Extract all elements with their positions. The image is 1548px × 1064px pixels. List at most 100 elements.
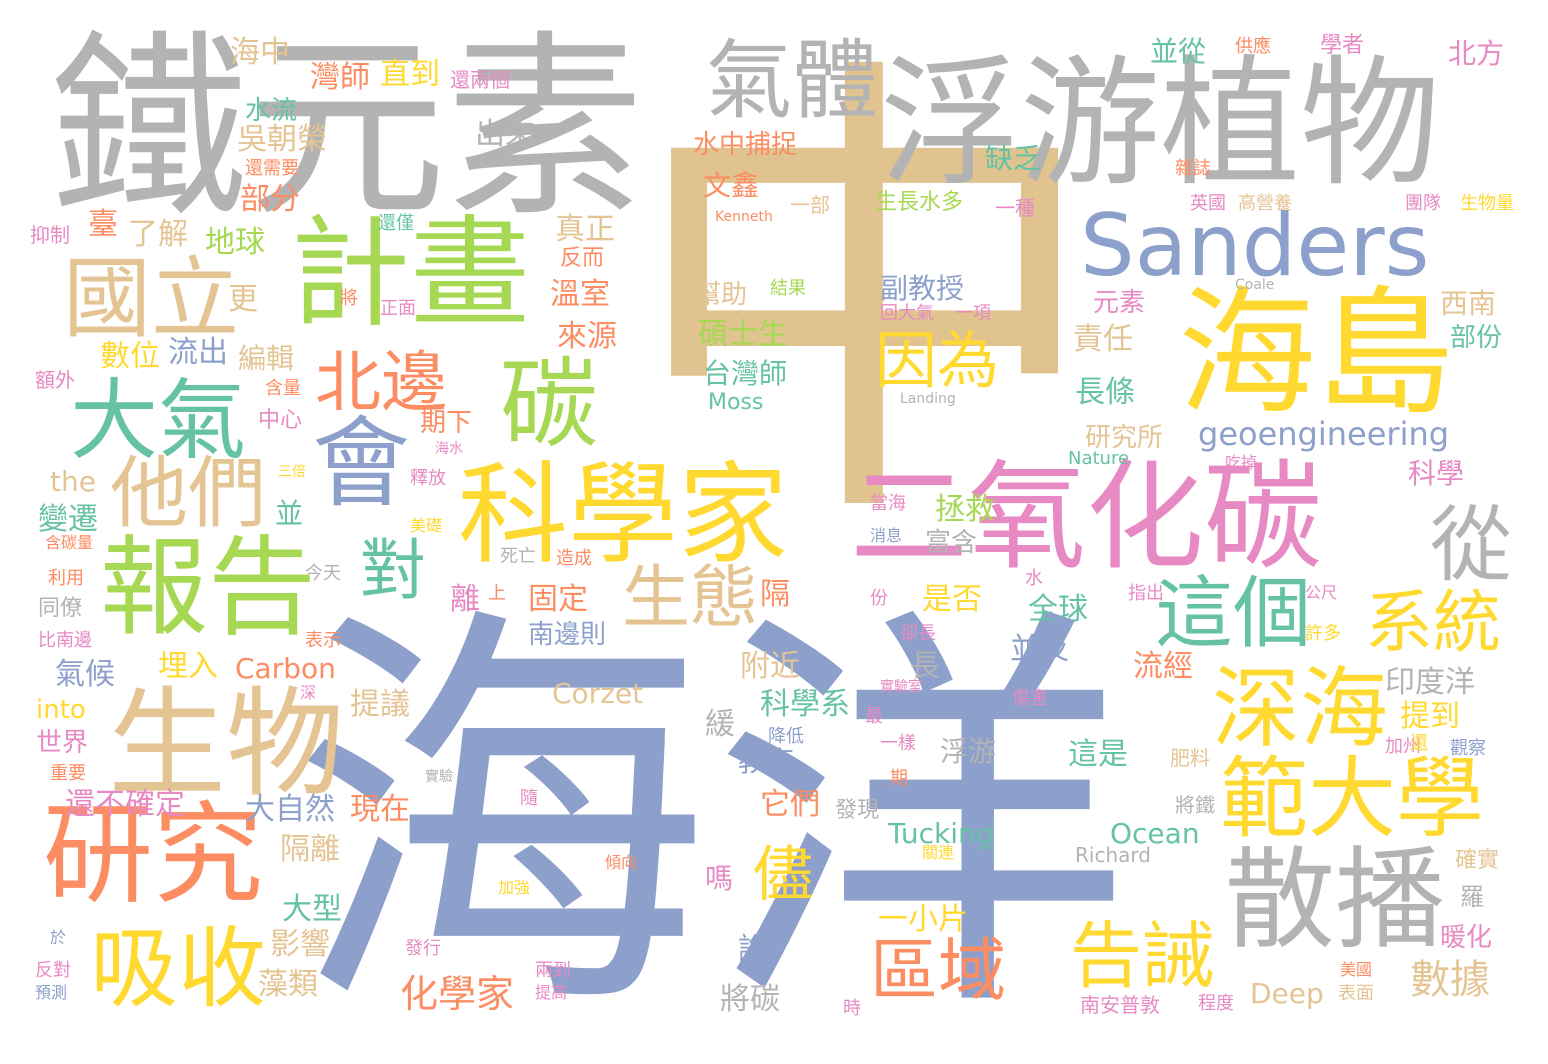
word: 吃掉 bbox=[1225, 453, 1258, 472]
word: 氣候 bbox=[55, 657, 115, 692]
word: 關連 bbox=[922, 843, 955, 862]
word: 還僅 bbox=[378, 213, 414, 234]
word: 額外 bbox=[35, 368, 75, 392]
word: 灣師 bbox=[310, 60, 370, 95]
word: Deep bbox=[1250, 977, 1324, 1010]
word: 固定 bbox=[528, 582, 588, 617]
word: 部份 bbox=[1450, 323, 1503, 353]
word: 含量 bbox=[265, 378, 301, 399]
word: 肥料 bbox=[1170, 746, 1210, 770]
word: 會 bbox=[312, 407, 411, 521]
word: 公尺 bbox=[1305, 583, 1338, 602]
word: 生長水多 bbox=[875, 190, 964, 215]
word: 碳 bbox=[500, 348, 599, 462]
word: 水流 bbox=[245, 96, 298, 126]
word: Landing bbox=[900, 391, 956, 407]
word: 團隊 bbox=[1405, 193, 1441, 214]
word: 暖化 bbox=[1440, 923, 1493, 953]
word: 雜誌 bbox=[1175, 158, 1211, 179]
word: 隔 bbox=[760, 577, 790, 612]
word: 大型 bbox=[282, 892, 342, 927]
word: 提議 bbox=[350, 687, 410, 722]
word: 地球 bbox=[205, 225, 265, 260]
word: Coale bbox=[1235, 277, 1275, 293]
word: 長條 bbox=[1075, 375, 1135, 410]
word: 英國 bbox=[1190, 193, 1226, 214]
word: 浮游植物 bbox=[880, 43, 1441, 206]
word: 將 bbox=[340, 288, 358, 309]
word: 水 bbox=[1025, 568, 1043, 589]
word: 離 bbox=[450, 582, 480, 617]
word: 期 bbox=[890, 768, 908, 789]
word: 一項 bbox=[955, 303, 991, 324]
word: Kenneth bbox=[715, 209, 773, 225]
word: Tucking bbox=[888, 817, 994, 850]
word: 教育 bbox=[738, 745, 795, 778]
word: 反而 bbox=[560, 246, 605, 271]
word: 富含 bbox=[925, 528, 978, 558]
word: 三倍 bbox=[278, 464, 306, 480]
word: 埋入 bbox=[158, 649, 218, 684]
word: 同僚 bbox=[38, 596, 83, 621]
word: 深海 bbox=[1212, 657, 1389, 760]
word: 拯救 bbox=[935, 492, 995, 527]
word: Sanders bbox=[1080, 196, 1430, 296]
word: 正面 bbox=[380, 298, 416, 319]
word: 將碳 bbox=[720, 982, 780, 1017]
word: 更 bbox=[228, 282, 258, 317]
word: 責任 bbox=[1073, 322, 1133, 357]
word: 北邊 bbox=[315, 344, 447, 421]
word: 並反 bbox=[1010, 632, 1070, 667]
word: 觀察 bbox=[1450, 738, 1486, 759]
word: 消息 bbox=[870, 526, 903, 545]
word: 結果 bbox=[770, 278, 806, 299]
word: 學者 bbox=[1320, 33, 1365, 58]
word: 這個 bbox=[1155, 569, 1312, 659]
word: 表示 bbox=[305, 630, 341, 651]
word: 文鑫 bbox=[703, 169, 760, 202]
word: 傷害 bbox=[1012, 688, 1048, 709]
word: 海島 bbox=[1178, 273, 1455, 434]
word: 並從 bbox=[1150, 35, 1207, 68]
word: 研究 bbox=[43, 791, 263, 919]
word: 期下 bbox=[420, 408, 473, 438]
word: 一樣 bbox=[880, 733, 916, 754]
word: 生態 bbox=[622, 559, 759, 638]
word: 美礎 bbox=[410, 516, 443, 535]
word: 造成 bbox=[556, 548, 592, 569]
word: 計畫 bbox=[290, 205, 530, 344]
word: 二氧化碳 bbox=[850, 448, 1323, 586]
word: 兩到 bbox=[535, 960, 571, 981]
word: 並 bbox=[275, 497, 304, 530]
word: 了解 bbox=[128, 217, 188, 252]
word: 羅 bbox=[1460, 883, 1484, 911]
word: 深 bbox=[300, 683, 317, 702]
word: 美國 bbox=[1340, 960, 1373, 979]
word: 溫室 bbox=[550, 277, 610, 312]
word: 科學系 bbox=[760, 687, 850, 722]
word: 從 bbox=[1430, 498, 1513, 593]
word: 國立 bbox=[63, 247, 240, 350]
word: 世界 bbox=[36, 728, 89, 758]
word: 研究所 bbox=[1085, 423, 1164, 453]
word: 區域 bbox=[870, 932, 1007, 1011]
word: 還不確定 bbox=[65, 787, 185, 822]
word: Carbon bbox=[235, 652, 336, 685]
word: 台灣師 bbox=[703, 357, 788, 390]
word: 海水 bbox=[435, 441, 463, 457]
word: 一小片 bbox=[878, 902, 968, 937]
word: 上 bbox=[488, 583, 506, 604]
word: 西南 bbox=[1440, 287, 1497, 320]
word: 流經 bbox=[1133, 649, 1193, 684]
word: 最 bbox=[865, 706, 883, 727]
word: 氣體 bbox=[706, 31, 878, 131]
word: 時 bbox=[843, 998, 861, 1019]
word: 生物量 bbox=[1460, 193, 1514, 214]
word: 份 bbox=[870, 588, 888, 609]
word: 程度 bbox=[1198, 993, 1234, 1014]
word: 全球 bbox=[1028, 592, 1088, 627]
word: 一部 bbox=[790, 193, 830, 217]
word: 供應 bbox=[1235, 36, 1271, 57]
word: 浮游 bbox=[940, 735, 997, 768]
